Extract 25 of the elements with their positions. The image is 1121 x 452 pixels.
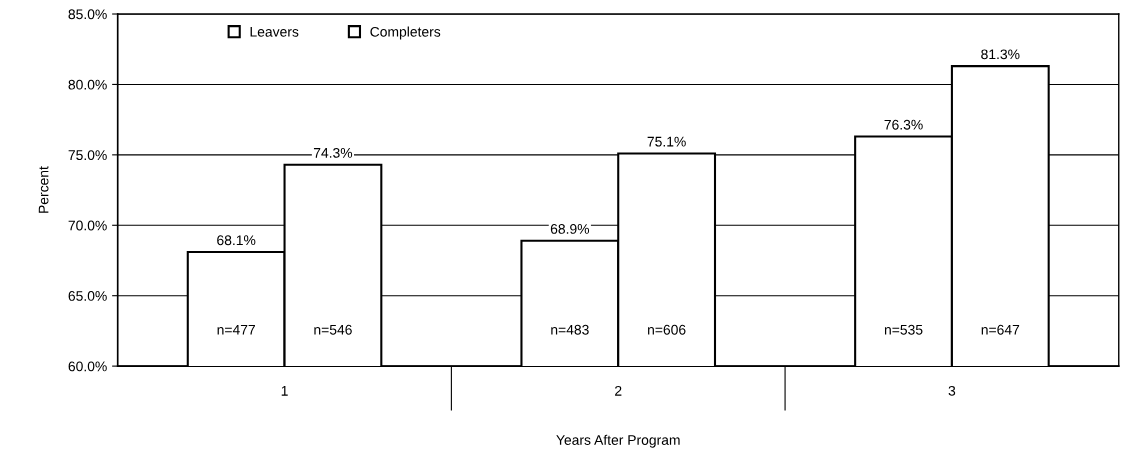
legend-label: Leavers (250, 27, 299, 37)
legend-label: Completers (370, 26, 441, 40)
annotation: n=546 (314, 324, 352, 335)
text: 75.1% (647, 136, 686, 147)
y-tick-label: 65.0% (68, 291, 107, 301)
y-tick-label: 70.0% (68, 220, 107, 231)
x-tick-label: 3 (948, 385, 956, 396)
annotation: n=647 (981, 324, 1020, 335)
y-tick-label: 80.0% (68, 79, 107, 90)
x-tick-label: 2 (615, 385, 622, 396)
annotation: n=483 (551, 324, 589, 335)
y-tick-label: 85.0% (68, 9, 107, 20)
y-tick-label: 60.0% (68, 361, 107, 372)
text: 81.3% (981, 49, 1020, 60)
text: 76.3% (884, 119, 923, 130)
annotation: n=606 (648, 324, 686, 335)
text: 68.9% (550, 224, 590, 234)
annotation: n=477 (217, 324, 255, 335)
y-axis-title: Percent (38, 166, 49, 213)
text: 68.1% (217, 235, 256, 246)
y-tick-label: 75.0% (68, 150, 107, 161)
x-tick-label: 1 (281, 386, 288, 396)
annotation: n=535 (884, 324, 923, 335)
text: 74.3% (313, 147, 353, 158)
x-axis-title: Years After Program (556, 434, 680, 448)
